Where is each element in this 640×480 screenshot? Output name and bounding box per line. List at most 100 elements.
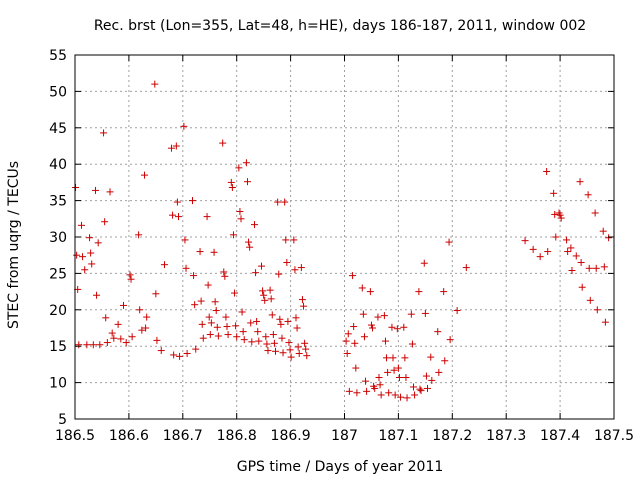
data-point xyxy=(358,284,366,292)
data-point xyxy=(568,266,576,274)
data-point xyxy=(264,347,272,355)
data-point xyxy=(259,287,267,295)
data-point xyxy=(176,352,184,360)
data-point xyxy=(246,243,254,251)
data-point xyxy=(135,231,143,239)
data-point xyxy=(181,236,189,244)
data-point xyxy=(102,314,110,322)
x-tick-label: 187.4 xyxy=(540,428,580,444)
data-point xyxy=(375,374,383,382)
data-point xyxy=(605,234,613,242)
data-point xyxy=(563,236,571,244)
data-point xyxy=(384,368,392,376)
data-point xyxy=(422,372,430,380)
data-point xyxy=(172,142,180,150)
data-point xyxy=(544,248,552,256)
data-point xyxy=(349,272,357,280)
x-tick-label: 187 xyxy=(331,428,358,444)
data-point xyxy=(420,259,428,267)
data-point xyxy=(371,384,379,392)
data-point xyxy=(103,339,111,347)
data-point xyxy=(142,324,150,332)
data-point xyxy=(242,159,250,167)
y-tick-label: 40 xyxy=(49,157,67,173)
y-tick-label: 5 xyxy=(58,412,67,428)
data-point xyxy=(557,214,565,222)
data-point xyxy=(376,381,384,389)
data-point xyxy=(344,330,352,338)
data-point xyxy=(362,377,370,385)
data-point xyxy=(174,213,182,221)
data-point xyxy=(110,334,118,342)
data-point xyxy=(167,144,175,152)
data-point xyxy=(254,328,262,336)
data-point xyxy=(402,374,410,382)
data-point xyxy=(106,188,114,196)
data-point xyxy=(391,391,399,399)
data-point xyxy=(367,321,375,329)
data-point xyxy=(138,326,146,334)
data-point xyxy=(294,343,302,351)
data-point xyxy=(591,209,599,217)
x-tick-label: 187.5 xyxy=(594,428,634,444)
x-tick-label: 187.2 xyxy=(432,428,472,444)
data-point xyxy=(284,317,292,325)
data-point xyxy=(86,234,94,242)
data-point xyxy=(529,245,537,253)
data-point xyxy=(219,139,227,147)
data-point xyxy=(350,323,358,331)
data-point xyxy=(567,244,575,252)
data-point xyxy=(536,253,544,261)
data-point xyxy=(189,197,197,205)
data-point xyxy=(351,339,359,347)
data-point xyxy=(286,346,294,354)
data-point xyxy=(389,354,397,362)
data-point xyxy=(228,183,236,191)
data-point xyxy=(291,266,299,274)
data-point xyxy=(290,236,298,244)
data-point xyxy=(352,364,360,372)
data-point xyxy=(183,349,191,357)
data-point xyxy=(239,328,247,336)
x-tick-label: 186.9 xyxy=(271,428,311,444)
data-point xyxy=(143,313,151,321)
data-point xyxy=(342,337,350,345)
x-axis-label: GPS time / Days of year 2011 xyxy=(237,459,444,475)
y-tick-label: 25 xyxy=(49,266,67,282)
x-tick-label: 186.7 xyxy=(163,428,203,444)
data-point xyxy=(231,289,239,297)
data-point xyxy=(360,333,368,341)
data-point xyxy=(276,315,284,323)
data-point xyxy=(592,264,600,272)
data-point xyxy=(240,336,248,344)
data-point xyxy=(586,296,594,304)
data-point xyxy=(359,310,367,318)
data-point xyxy=(260,291,268,299)
data-point xyxy=(297,264,305,272)
grid-lines xyxy=(75,55,614,419)
data-point xyxy=(248,338,256,346)
data-point xyxy=(283,258,291,266)
data-point xyxy=(96,341,104,349)
data-point xyxy=(287,353,295,361)
data-points xyxy=(72,80,613,402)
data-point xyxy=(224,331,232,339)
data-point xyxy=(427,353,435,361)
y-tick-label: 10 xyxy=(49,376,67,392)
data-point xyxy=(126,271,134,279)
data-point xyxy=(136,306,144,314)
data-point xyxy=(83,341,91,349)
data-point xyxy=(278,334,286,342)
data-point xyxy=(75,341,83,349)
data-point xyxy=(191,301,199,309)
data-point xyxy=(274,198,282,206)
data-point xyxy=(403,394,411,402)
data-point xyxy=(390,366,398,374)
data-point xyxy=(397,393,405,401)
data-point xyxy=(293,324,301,332)
data-point xyxy=(303,352,311,360)
data-point xyxy=(441,357,449,365)
data-point xyxy=(233,333,241,341)
data-point xyxy=(551,210,559,218)
x-tick-labels: 186.5 186.6 186.7 186.8 186.9 187 187.1 187.2 18… xyxy=(55,428,634,444)
